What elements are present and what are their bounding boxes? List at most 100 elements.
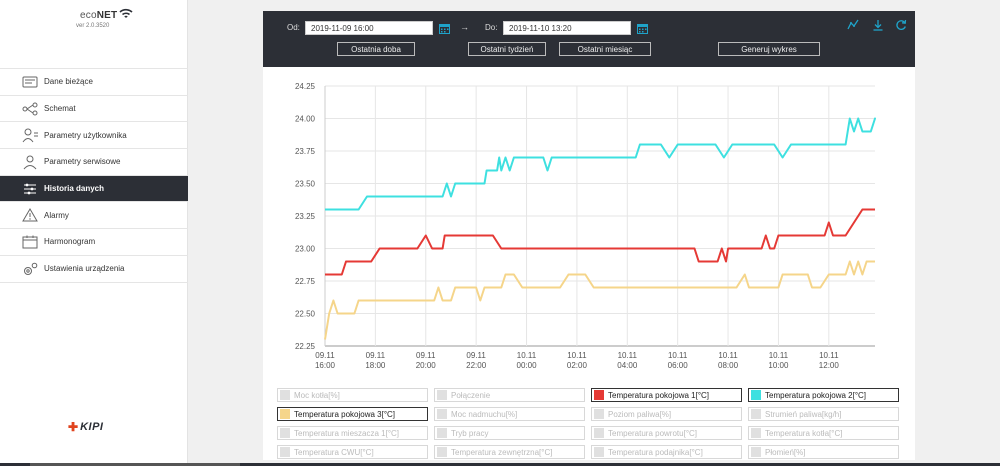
sidebar-item-label: Schemat xyxy=(44,104,76,114)
legend-label: Temperatura podajnika[°C] xyxy=(608,447,703,457)
device-settings-icon xyxy=(20,261,40,277)
x-tick-label: 09.11 xyxy=(466,351,486,360)
sidebar-item-schema[interactable]: Schemat xyxy=(0,96,188,123)
sidebar-item-label: Dane bieżące xyxy=(44,77,93,87)
legend-label: Strumień paliwa[kg/h] xyxy=(765,409,842,419)
legend-item[interactable]: Temperatura zewnętrzna[°C] xyxy=(434,445,585,459)
y-tick-label: 22.50 xyxy=(295,310,316,319)
sidebar-item-alarm[interactable]: Alarmy xyxy=(0,202,188,230)
wifi-icon xyxy=(119,8,133,18)
x-tick-label: 10.11 xyxy=(517,351,537,360)
sidebar-item-user-params[interactable]: Parametry użytkownika xyxy=(0,122,188,150)
y-tick-label: 23.25 xyxy=(295,212,316,221)
kipi-mark-icon: ✚ xyxy=(68,420,79,434)
legend-swatch xyxy=(594,390,604,400)
arrow-right-icon: → xyxy=(460,22,469,32)
legend-item[interactable]: Płomień[%] xyxy=(748,445,899,459)
user-params-icon xyxy=(20,127,40,143)
x-tick-label: 10.11 xyxy=(567,351,587,360)
history-icon xyxy=(20,181,40,197)
to-label: Do: xyxy=(485,23,498,32)
version-label: ver 2.0.3520 xyxy=(76,23,110,29)
calendar-icon[interactable] xyxy=(439,23,450,34)
last-week-button[interactable]: Ostatni tydzień xyxy=(468,42,546,56)
legend-swatch xyxy=(751,428,761,438)
x-tick-label: 10.11 xyxy=(769,351,789,360)
sidebar-item-label: Harmonogram xyxy=(44,237,96,247)
generate-chart-button[interactable]: Generuj wykres xyxy=(718,42,820,56)
x-tick-label: 02:00 xyxy=(567,361,588,370)
legend-label: Poziom paliwa[%] xyxy=(608,409,672,419)
legend-label: Tryb pracy xyxy=(451,428,489,438)
sidebar-item-label: Alarmy xyxy=(44,210,69,220)
logo-text: ecoNET xyxy=(80,10,118,21)
legend-item[interactable]: Temperatura pokojowa 1[°C] xyxy=(591,388,742,402)
legend-swatch xyxy=(437,428,447,438)
legend-item[interactable]: Strumień paliwa[kg/h] xyxy=(748,407,899,421)
legend-swatch xyxy=(437,447,447,457)
legend-label: Płomień[%] xyxy=(765,447,806,457)
x-tick-label: 09.11 xyxy=(366,351,386,360)
y-tick-label: 22.75 xyxy=(295,277,316,286)
x-axis-ticks: 09.1116:0009.1118:0009.1120:0009.1122:00… xyxy=(315,351,839,370)
legend-label: Temperatura powrotu[°C] xyxy=(608,428,698,438)
from-date-input[interactable] xyxy=(305,21,433,35)
legend-swatch xyxy=(751,409,761,419)
x-tick-label: 22:00 xyxy=(466,361,487,370)
legend-item[interactable]: Temperatura CWU[°C] xyxy=(277,445,428,459)
legend-label: Temperatura kotła[°C] xyxy=(765,428,843,438)
chart-grid xyxy=(324,85,875,347)
y-tick-label: 24.00 xyxy=(295,115,316,124)
refresh-icon[interactable] xyxy=(895,19,907,31)
bottom-bar-segment xyxy=(30,463,240,466)
legend-label: Temperatura zewnętrzna[°C] xyxy=(451,447,553,457)
current-data-icon xyxy=(20,74,40,90)
legend-item[interactable]: Temperatura kotła[°C] xyxy=(748,426,899,440)
sidebar-item-service-params[interactable]: Parametry serwisowe xyxy=(0,149,188,176)
legend-swatch xyxy=(751,390,761,400)
legend-swatch xyxy=(280,447,290,457)
legend-label: Temperatura CWU[°C] xyxy=(294,447,374,457)
x-tick-label: 10:00 xyxy=(768,361,789,370)
legend-item[interactable]: Moc nadmuchu[%] xyxy=(434,407,585,421)
y-tick-label: 24.25 xyxy=(295,82,316,91)
to-date-input[interactable] xyxy=(503,21,631,35)
legend-swatch xyxy=(751,447,761,457)
legend-item[interactable]: Temperatura pokojowa 3[°C] xyxy=(277,407,428,421)
sidebar-item-history[interactable]: Historia danych xyxy=(0,175,188,203)
legend-item[interactable]: Temperatura powrotu[°C] xyxy=(591,426,742,440)
legend-label: Temperatura pokojowa 1[°C] xyxy=(608,390,710,400)
y-tick-label: 23.50 xyxy=(295,180,316,189)
legend-item[interactable]: Temperatura pokojowa 2[°C] xyxy=(748,388,899,402)
legend-item[interactable]: Tryb pracy xyxy=(434,426,585,440)
x-tick-label: 08:00 xyxy=(718,361,739,370)
x-tick-label: 10.11 xyxy=(718,351,738,360)
legend-item[interactable]: Moc kotła[%] xyxy=(277,388,428,402)
last-day-button[interactable]: Ostatnia doba xyxy=(337,42,415,56)
legend-item[interactable]: Poziom paliwa[%] xyxy=(591,407,742,421)
legend-item[interactable]: Temperatura mieszacza 1[°C] xyxy=(277,426,428,440)
chart-line-icon[interactable] xyxy=(847,19,859,31)
calendar-icon[interactable] xyxy=(637,23,648,34)
sidebar-item-device-settings[interactable]: Ustawienia urządzenia xyxy=(0,256,188,283)
legend-item[interactable]: Połączenie xyxy=(434,388,585,402)
from-label: Od: xyxy=(287,23,300,32)
last-month-button[interactable]: Ostatni miesiąc xyxy=(559,42,651,56)
sidebar-item-schedule[interactable]: Harmonogram xyxy=(0,229,188,256)
sidebar-item-current-data[interactable]: Dane bieżące xyxy=(0,69,188,96)
legend-swatch xyxy=(594,447,604,457)
series-line-1 xyxy=(325,208,875,276)
x-tick-label: 20:00 xyxy=(416,361,437,370)
kipi-logo-text: KIPI xyxy=(80,421,104,433)
alarm-icon xyxy=(20,207,40,223)
download-icon[interactable] xyxy=(872,19,884,31)
service-params-icon xyxy=(20,154,40,170)
legend-swatch xyxy=(437,390,447,400)
x-tick-label: 16:00 xyxy=(315,361,336,370)
x-tick-label: 04:00 xyxy=(617,361,638,370)
legend-item[interactable]: Temperatura podajnika[°C] xyxy=(591,445,742,459)
sidebar-item-label: Parametry użytkownika xyxy=(44,130,127,140)
x-tick-label: 09.11 xyxy=(315,351,335,360)
legend-swatch xyxy=(280,390,290,400)
